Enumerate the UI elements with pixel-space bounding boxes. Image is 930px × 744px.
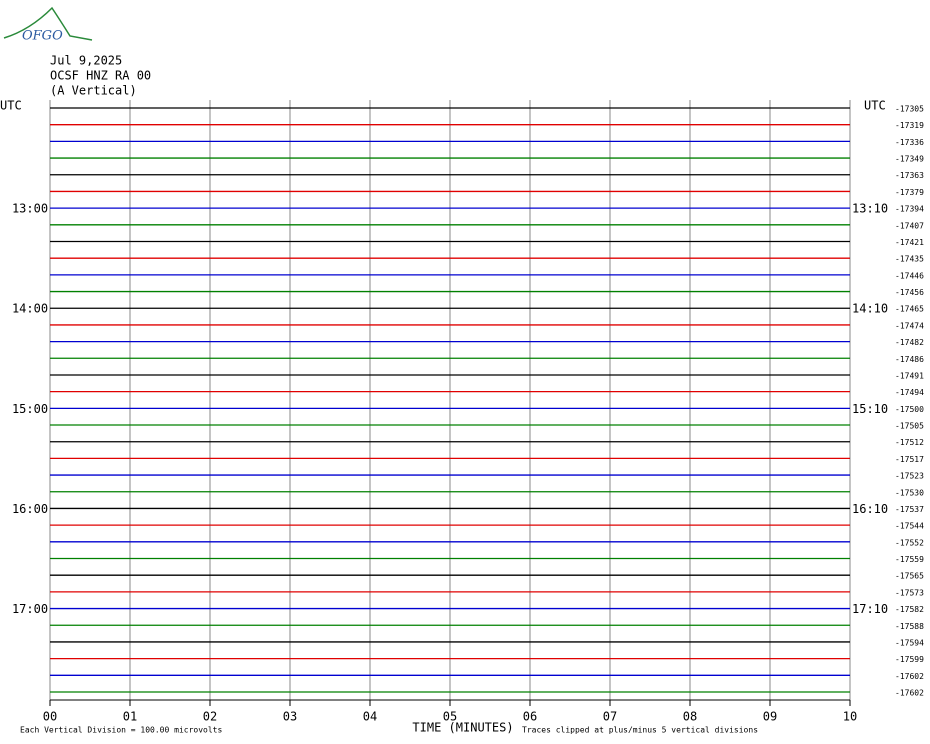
trace-offset: -17486 [895,355,924,364]
x-tick-label: 00 [43,710,57,724]
left-axis-title: UTC [0,99,22,113]
trace-offset: -17394 [895,205,924,214]
x-tick-label: 08 [683,710,697,724]
trace-offset: -17491 [895,371,924,380]
x-tick-label: 09 [763,710,777,724]
trace-offset: -17336 [895,138,924,147]
trace-offset: -17599 [895,655,924,664]
right-time-label: 17:10 [852,602,888,616]
trace-offset: -17552 [895,538,924,547]
logo-mark [3,6,93,41]
station: OCSF HNZ RA 00 [50,69,151,83]
x-tick-label: 06 [523,710,537,724]
trace-offset: -17465 [895,305,924,314]
date: Jul 9,2025 [50,54,122,68]
trace-offset: -17446 [895,271,924,280]
trace-offset: -17537 [895,505,924,514]
left-time-label: 17:00 [12,602,48,616]
trace-offset: -17407 [895,221,924,230]
right-axis-title: UTC [864,99,886,113]
right-time-label: 15:10 [852,402,888,416]
right-time-label: 16:10 [852,502,888,516]
trace-offset: -17582 [895,605,924,614]
left-time-label: 13:00 [12,202,48,216]
x-axis-title: TIME (MINUTES) [412,721,513,735]
trace-offset: -17530 [895,488,924,497]
x-tick-label: 04 [363,710,377,724]
clip-note: Traces clipped at plus/minus 5 vertical … [522,726,758,735]
trace-offset: -17523 [895,472,924,481]
trace-offset: -17512 [895,438,924,447]
trace-offset: -17602 [895,672,924,681]
x-tick-label: 03 [283,710,297,724]
right-time-label: 14:10 [852,302,888,316]
trace-offset: -17494 [895,388,924,397]
x-tick-label: 01 [123,710,137,724]
right-time-label: 13:10 [852,202,888,216]
trace-offset: -17379 [895,188,924,197]
trace-offset: -17319 [895,121,924,130]
x-tick-label: 07 [603,710,617,724]
trace-offset: -17500 [895,405,924,414]
x-tick-label: 10 [843,710,857,724]
trace-offset: -17594 [895,638,924,647]
left-time-label: 16:00 [12,502,48,516]
x-tick-label: 05 [443,710,457,724]
trace-offset: -17588 [895,622,924,631]
trace-offset: -17305 [895,105,924,114]
left-time-label: 15:00 [12,402,48,416]
trace-offset: -17602 [895,689,924,698]
trace-offset: -17435 [895,255,924,264]
trace-offset: -17544 [895,522,924,531]
left-time-label: 14:00 [12,302,48,316]
trace-offset: -17474 [895,321,924,330]
trace-offset: -17421 [895,238,924,247]
trace-offset: -17349 [895,155,924,164]
x-tick-label: 02 [203,710,217,724]
trace-offset: -17456 [895,288,924,297]
trace-offset: -17482 [895,338,924,347]
trace-offset: -17517 [895,455,924,464]
trace-offset: -17505 [895,422,924,431]
trace-offset: -17565 [895,572,924,581]
component: (A Vertical) [50,84,137,98]
trace-offset: -17363 [895,171,924,180]
scale-note: Each Vertical Division = 100.00 microvol… [20,726,222,735]
trace-offset: -17573 [895,588,924,597]
logo-text: OFGO [22,29,63,44]
trace-offset: -17559 [895,555,924,564]
